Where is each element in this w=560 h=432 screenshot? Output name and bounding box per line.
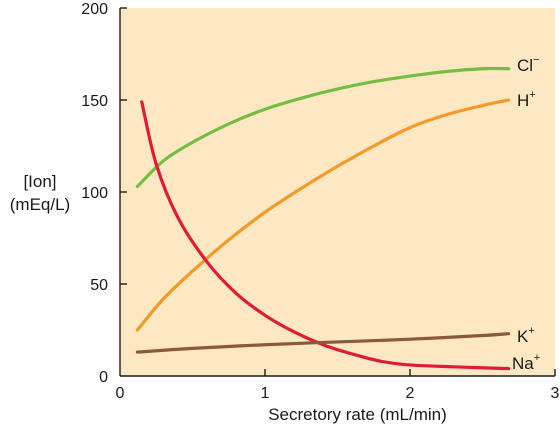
y-tick-label: 50 [90, 277, 108, 294]
series-label-cl: Cl− [517, 54, 540, 75]
y-tick-label: 200 [81, 1, 108, 18]
x-tick-label: 3 [551, 385, 560, 402]
x-tick-label: 1 [261, 385, 270, 402]
series-line-cl [135, 66, 511, 189]
x-tick-label: 2 [406, 385, 415, 402]
y-axis-title-line-1: [Ion] [23, 172, 56, 191]
y-tick-label: 150 [81, 93, 108, 110]
y-tick-label: 100 [81, 185, 108, 202]
series-label-k: K+ [517, 325, 535, 346]
series-line-k [135, 332, 511, 354]
y-tick-label: 0 [99, 369, 108, 386]
series-label-na: Na+ [512, 352, 540, 373]
series-label-h: H+ [517, 89, 536, 110]
x-tick-label: 0 [116, 385, 125, 402]
series-layer [135, 66, 511, 371]
y-axis-title-line-2: (mEq/L) [10, 195, 70, 214]
x-axis-title: Secretory rate (mL/min) [268, 405, 447, 424]
plot-area [120, 8, 555, 376]
labels-layer: Cl− H+ Na+ K+ [512, 54, 540, 373]
series-line-h [135, 98, 511, 332]
axes-layer: 0 50 100 150 200 0 1 2 3 [81, 1, 559, 402]
series-line-na [140, 100, 511, 371]
